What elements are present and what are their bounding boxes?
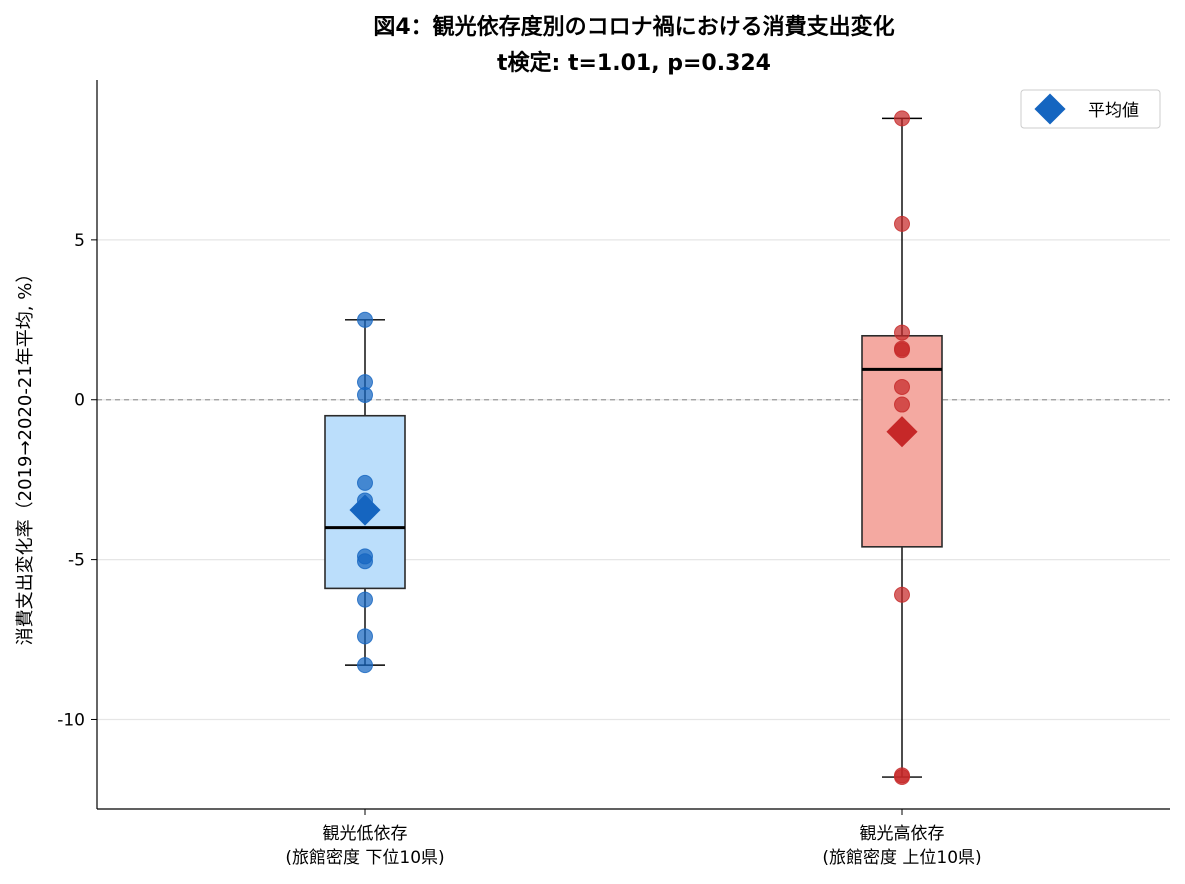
data-point (357, 591, 373, 608)
axes (96, 80, 1170, 810)
x-tick-label-line: (旅館密度 上位10県) (822, 848, 981, 868)
y-tick-label: -10 (57, 710, 85, 730)
data-point (894, 767, 910, 784)
data-point (894, 586, 910, 603)
x-tick-label: 観光低依存 (旅館密度 下位10県) (285, 824, 444, 868)
legend: 平均値 (1020, 89, 1161, 129)
data-point (357, 657, 373, 674)
data-point (357, 553, 373, 570)
data-point (894, 342, 910, 359)
data-point (357, 386, 373, 403)
data-point (894, 378, 910, 395)
data-point (894, 110, 910, 127)
mean-diamond (349, 494, 381, 526)
x-ticks: 観光低依存 (旅館密度 下位10県) 観光高依存 (旅館密度 上位10県) (285, 809, 982, 868)
x-tick-label: 観光高依存 (旅館密度 上位10県) (822, 824, 981, 868)
chart-subtitle: t検定: t=1.01, p=0.324 (497, 50, 771, 76)
data-point (894, 215, 910, 232)
data-point (894, 324, 910, 341)
legend-label: 平均値 (1088, 101, 1139, 121)
chart-title: 図4：観光依存度別のコロナ禍における消費支出変化 (373, 14, 894, 40)
y-ticks: -10 -5 0 5 (57, 231, 97, 730)
y-tick-label: -5 (68, 551, 85, 571)
data-points (349, 110, 918, 786)
box-group (861, 117, 943, 778)
x-tick-label-line: 観光高依存 (860, 824, 945, 844)
data-point (357, 628, 373, 645)
data-point (357, 474, 373, 491)
y-tick-label: 0 (74, 391, 85, 411)
y-axis-label: 消費支出変化率（2019→2020-21年平均, %） (15, 265, 36, 646)
grid-lines (97, 239, 1170, 721)
y-tick-label: 5 (74, 231, 85, 251)
x-tick-label-line: (旅館密度 下位10県) (285, 848, 444, 868)
data-point (894, 396, 910, 413)
x-tick-label-line: 観光低依存 (323, 824, 408, 844)
data-point (357, 311, 373, 328)
box-plots (324, 117, 943, 778)
